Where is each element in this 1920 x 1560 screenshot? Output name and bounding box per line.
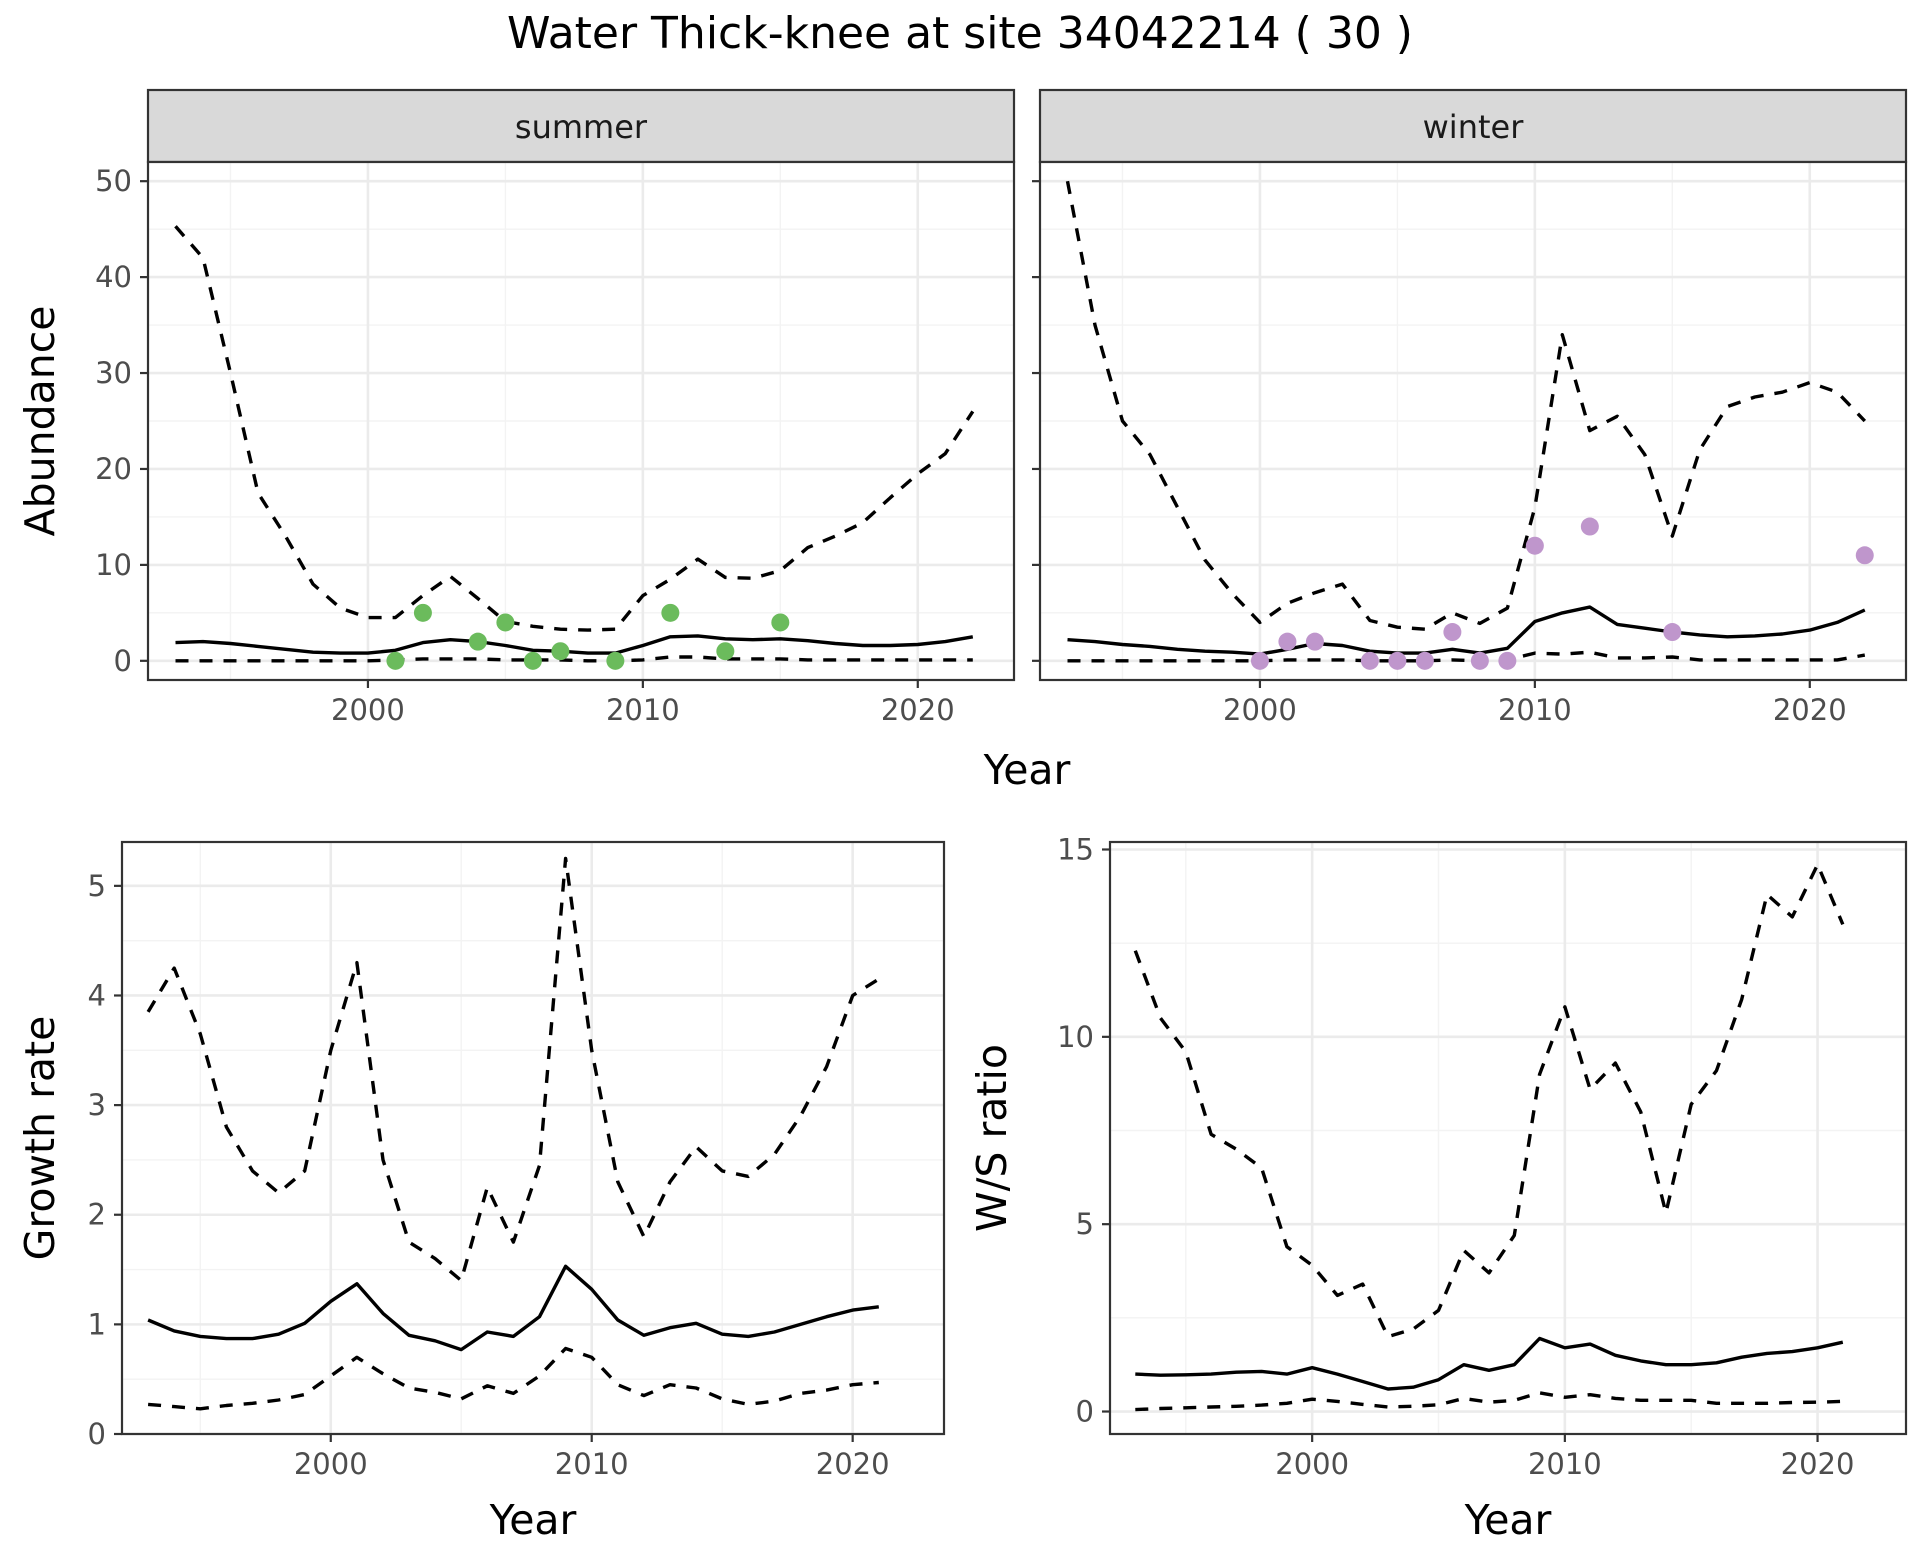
y-tick-label: 20 bbox=[95, 452, 132, 486]
data-point bbox=[661, 603, 680, 622]
data-point bbox=[1360, 651, 1379, 670]
series-line-dashed bbox=[147, 1346, 879, 1411]
x-tick-label: 2000 bbox=[1275, 1447, 1349, 1481]
data-point bbox=[1470, 651, 1489, 670]
panel-growth-rate bbox=[120, 840, 946, 1436]
y-tick-label: 0 bbox=[88, 1417, 106, 1451]
y-tick-label: 10 bbox=[1057, 1020, 1094, 1054]
series-line-solid bbox=[175, 634, 974, 655]
y-tick-label: 0 bbox=[1076, 1395, 1094, 1429]
panel-border-growth-rate bbox=[120, 840, 946, 1436]
x-tick-label: 2020 bbox=[881, 693, 955, 727]
x-tick-label: 2000 bbox=[331, 693, 405, 727]
x-axis-title-ws-ratio: Year bbox=[1464, 1496, 1552, 1544]
x-tick-label: 2020 bbox=[816, 1447, 890, 1481]
data-point bbox=[551, 642, 570, 661]
data-point bbox=[496, 613, 515, 632]
panel-border-ws-ratio bbox=[1108, 840, 1908, 1436]
plot-layer-winter bbox=[1040, 162, 1906, 680]
data-point bbox=[386, 651, 405, 670]
panel-summer: summer bbox=[146, 88, 1016, 682]
y-axis-title-abundance: Abundance bbox=[16, 306, 64, 537]
plot-layer-summer bbox=[148, 162, 1014, 680]
x-tick-label: 2010 bbox=[606, 693, 680, 727]
y-tick-label: 2 bbox=[88, 1198, 106, 1232]
y-tick-label: 4 bbox=[88, 978, 106, 1012]
y-tick-label: 3 bbox=[88, 1088, 106, 1122]
strip-summer bbox=[146, 88, 1016, 164]
panel-winter: winter bbox=[1038, 88, 1908, 682]
series-line-solid bbox=[147, 1264, 880, 1352]
x-axis-title-growth-rate: Year bbox=[489, 1496, 577, 1544]
y-axis-title-growth-rate: Growth rate bbox=[16, 1016, 64, 1261]
data-point bbox=[1498, 651, 1517, 670]
y-tick-label: 0 bbox=[114, 644, 132, 678]
y-tick-label: 50 bbox=[95, 164, 132, 198]
y-tick-label: 15 bbox=[1057, 832, 1094, 866]
panel-ws-ratio bbox=[1108, 840, 1908, 1436]
y-tick-label: 5 bbox=[1076, 1207, 1094, 1241]
x-tick-label: 2010 bbox=[1498, 693, 1572, 727]
data-point bbox=[771, 613, 790, 632]
data-point bbox=[468, 632, 487, 651]
panel-border-winter bbox=[1038, 160, 1908, 682]
x-tick-label: 2010 bbox=[555, 1447, 629, 1481]
data-point bbox=[1525, 536, 1544, 555]
y-tick-label: 10 bbox=[95, 548, 132, 582]
data-point bbox=[1305, 632, 1324, 651]
x-axis-title-top: Year bbox=[983, 746, 1071, 794]
data-point bbox=[716, 642, 735, 661]
plot-area-growth-rate bbox=[122, 842, 944, 1434]
data-point bbox=[1663, 623, 1682, 642]
data-point bbox=[1855, 546, 1874, 565]
x-tick-label: 2010 bbox=[1528, 1447, 1602, 1481]
strip-winter bbox=[1038, 88, 1908, 164]
strip-label-winter: winter bbox=[1423, 108, 1525, 146]
y-tick-label: 1 bbox=[88, 1307, 106, 1341]
series-line-dashed bbox=[1065, 180, 1867, 631]
y-tick-label: 30 bbox=[95, 356, 132, 390]
y-tick-label: 40 bbox=[95, 260, 132, 294]
x-tick-label: 2020 bbox=[1781, 1447, 1855, 1481]
panel-border-summer bbox=[146, 160, 1016, 682]
x-tick-label: 2020 bbox=[1773, 693, 1847, 727]
x-tick-label: 2000 bbox=[1223, 693, 1297, 727]
chart-title: Water Thick-knee at site 34042214 ( 30 ) bbox=[507, 8, 1413, 59]
series-line-dashed bbox=[175, 655, 973, 663]
strip-label-summer: summer bbox=[515, 108, 648, 146]
data-point bbox=[1580, 517, 1599, 536]
data-point bbox=[1443, 623, 1462, 642]
series-line-dashed bbox=[146, 856, 880, 1283]
plot-area-ws-ratio bbox=[1110, 842, 1906, 1434]
data-point bbox=[1415, 651, 1434, 670]
y-axis-title-ws-ratio: W/S ratio bbox=[968, 1044, 1016, 1232]
y-tick-label: 5 bbox=[88, 869, 106, 903]
series-line-solid bbox=[1067, 605, 1866, 656]
plot-layer-ws-ratio bbox=[1110, 842, 1906, 1434]
data-point bbox=[523, 651, 542, 670]
data-point bbox=[1250, 651, 1269, 670]
series-line-dashed bbox=[1067, 650, 1866, 663]
data-point bbox=[606, 651, 625, 670]
x-tick-label: 2000 bbox=[294, 1447, 368, 1481]
series-line-dashed bbox=[1133, 862, 1845, 1339]
series-line-solid bbox=[1135, 1336, 1844, 1391]
data-point bbox=[1388, 651, 1407, 670]
data-point bbox=[1278, 632, 1297, 651]
data-point bbox=[413, 603, 432, 622]
